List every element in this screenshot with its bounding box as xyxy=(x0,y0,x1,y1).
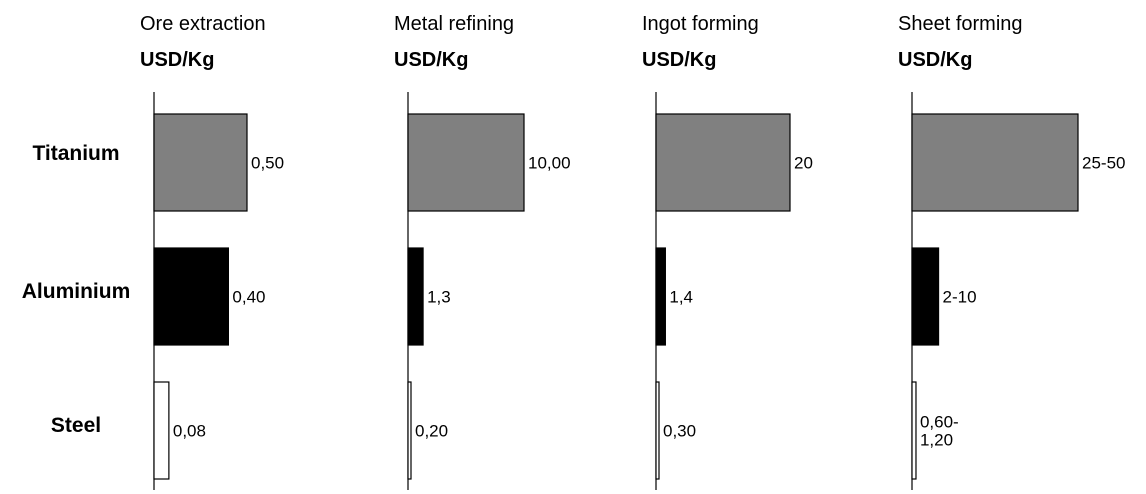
value-label-ore-extraction-titanium: 0,50 xyxy=(251,154,284,173)
bar-ore-extraction-steel xyxy=(153,381,170,480)
bar-metal-refining-aluminium xyxy=(407,247,424,346)
bar-ingot-forming-titanium xyxy=(655,113,791,212)
panel-unit-metal-refining: USD/Kg xyxy=(394,49,468,71)
panel-unit-ingot-forming: USD/Kg xyxy=(642,49,716,71)
panel-title-ore-extraction: Ore extraction xyxy=(140,13,266,35)
value-label-ore-extraction-aluminium: 0,40 xyxy=(232,288,265,307)
value-label-ingot-forming-titanium: 20 xyxy=(794,154,813,173)
row-label-aluminium: Aluminium xyxy=(22,280,131,303)
value-label-metal-refining-titanium: 10,00 xyxy=(528,154,571,173)
panel-title-sheet-forming: Sheet forming xyxy=(898,13,1023,35)
value-label-ingot-forming-steel: 0,30 xyxy=(663,422,696,441)
bar-ingot-forming-steel xyxy=(655,381,660,480)
bar-ore-extraction-aluminium xyxy=(153,247,230,346)
bar-metal-refining-titanium xyxy=(407,113,525,212)
bar-sheet-forming-steel xyxy=(911,381,917,480)
value-label-metal-refining-steel: 0,20 xyxy=(415,422,448,441)
bar-ingot-forming-aluminium xyxy=(655,247,666,346)
row-label-titanium: Titanium xyxy=(32,142,119,165)
panel-title-metal-refining: Metal refining xyxy=(394,13,514,35)
value-label-sheet-forming-titanium: 25-50 xyxy=(1082,154,1125,173)
panel-unit-sheet-forming: USD/Kg xyxy=(898,49,972,71)
bar-sheet-forming-aluminium xyxy=(911,247,940,346)
value-label-ore-extraction-steel: 0,08 xyxy=(173,422,206,441)
bar-metal-refining-steel xyxy=(407,381,412,480)
row-label-steel: Steel xyxy=(51,414,101,437)
bar-ore-extraction-titanium xyxy=(153,113,248,212)
panel-title-ingot-forming: Ingot forming xyxy=(642,13,759,35)
value-label-sheet-forming-aluminium: 2-10 xyxy=(943,288,977,307)
value-label-line: 1,20 xyxy=(920,431,953,450)
value-label-line: 0,60- xyxy=(920,413,959,432)
value-label-ingot-forming-aluminium: 1,4 xyxy=(669,288,693,307)
value-label-sheet-forming-steel: 0,60-1,20 xyxy=(920,413,959,450)
bar-sheet-forming-titanium xyxy=(911,113,1079,212)
panel-unit-ore-extraction: USD/Kg xyxy=(140,49,214,71)
value-label-metal-refining-aluminium: 1,3 xyxy=(427,288,451,307)
